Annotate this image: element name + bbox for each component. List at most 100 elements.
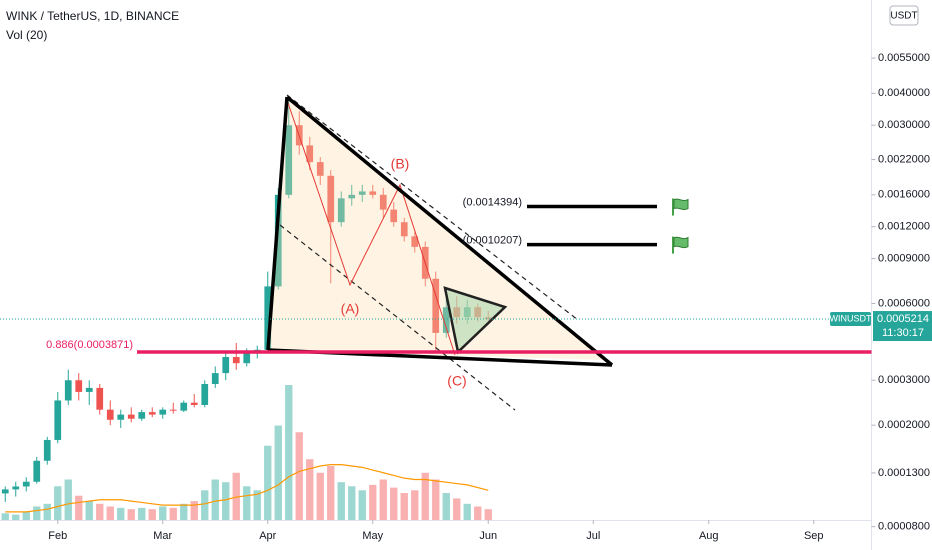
volume-bar — [474, 506, 482, 520]
candle-body — [306, 145, 314, 163]
volume-bar — [22, 511, 30, 520]
target-label: (0.0010207) — [463, 235, 522, 247]
volume-bar — [453, 498, 461, 520]
candle-body — [201, 384, 209, 405]
volume-bar — [43, 503, 51, 520]
x-tick-label: Feb — [48, 530, 67, 542]
volume-bar — [33, 506, 41, 520]
wave-label: (C) — [447, 373, 466, 389]
x-tick-label: Mar — [153, 530, 172, 542]
candle-body — [190, 402, 198, 405]
flag-cloth — [673, 236, 689, 249]
volume-bar — [54, 486, 62, 520]
y-tick-label: 0.0012000 — [878, 221, 930, 233]
volume-bar — [348, 486, 356, 520]
volume-bar — [243, 486, 251, 520]
volume-bar — [169, 507, 177, 520]
countdown-label: 11:30:17 — [882, 327, 924, 339]
y-tick-label: 0.0002000 — [878, 419, 930, 431]
candle-body — [211, 373, 219, 385]
triangle-fill — [268, 97, 605, 360]
y-tick-label: 0.0016000 — [878, 189, 930, 201]
volume-bar — [400, 493, 408, 520]
volume-bar — [285, 385, 293, 520]
x-tick-label: Apr — [259, 530, 276, 542]
candle-body — [264, 286, 272, 350]
candle-body — [85, 387, 93, 392]
volume-bar — [232, 472, 240, 520]
price-label: 0.0005214 — [877, 313, 929, 325]
volume-bar — [106, 506, 114, 520]
y-tick-label: 0.0022000 — [878, 153, 930, 165]
candle-body — [33, 460, 41, 482]
candle-body — [96, 387, 104, 410]
candle-body — [274, 194, 282, 287]
x-tick-label: Jun — [479, 530, 497, 542]
candle-body — [148, 412, 156, 415]
volume-bar — [306, 459, 314, 520]
candle-body — [390, 209, 398, 223]
candle-body — [222, 357, 230, 374]
flag-cloth — [673, 198, 689, 211]
x-tick-label: Aug — [699, 530, 719, 542]
volume-bar — [432, 479, 440, 520]
x-tick-label: May — [362, 530, 383, 542]
candle-body — [232, 357, 240, 364]
target-flag — [672, 236, 689, 254]
volume-bar — [379, 479, 387, 520]
currency-label: USDT — [890, 11, 917, 22]
volume-bar — [148, 509, 156, 520]
fib-label: 0.886(0.0003871) — [46, 339, 133, 351]
volume-bar — [85, 501, 93, 520]
candle-body — [369, 191, 377, 195]
target-flag — [672, 198, 689, 216]
candle-body — [337, 198, 345, 223]
candle-body — [327, 175, 335, 223]
wave-label: (A) — [341, 301, 360, 317]
candle-body — [180, 402, 188, 411]
x-tick-label: Sep — [804, 530, 824, 542]
volume-bar — [327, 466, 335, 520]
candle-body — [379, 194, 387, 210]
volume-bar — [253, 490, 261, 520]
volume-bar — [180, 503, 188, 520]
volume-bar — [337, 482, 345, 520]
volume-bar — [421, 472, 429, 520]
volume-bar — [316, 472, 324, 520]
volume-bar — [484, 509, 492, 520]
candle-body — [411, 236, 419, 247]
candle-body — [22, 481, 30, 487]
volume-bar — [211, 479, 219, 520]
y-tick-label: 0.0009000 — [878, 252, 930, 264]
triangle-side — [285, 95, 614, 367]
candle-body — [442, 307, 450, 333]
volume-bar — [64, 479, 72, 520]
candle-body — [127, 414, 135, 419]
candle-body — [316, 162, 324, 176]
price-box — [873, 311, 932, 342]
volume-bar — [295, 432, 303, 520]
candle-body — [75, 380, 83, 392]
y-tick-label: 0.0000800 — [878, 521, 930, 533]
y-tick-label: 0.0040000 — [878, 87, 930, 99]
volume-bar — [264, 445, 272, 520]
volume-bar — [390, 487, 398, 520]
candle-body — [285, 125, 293, 195]
volume-bar — [274, 425, 282, 520]
candle-body — [64, 380, 72, 401]
wave-label: (B) — [391, 156, 410, 172]
y-tick-label: 0.0003000 — [878, 374, 930, 386]
triangle-side — [266, 96, 289, 351]
candle-body — [432, 278, 440, 333]
candle-body — [106, 409, 114, 420]
candle-body — [43, 439, 51, 461]
candle-body — [12, 486, 20, 490]
volume-bar — [138, 507, 146, 520]
wave-path — [286, 99, 456, 356]
currency-badge[interactable] — [889, 5, 919, 26]
chart-title: WINK / TetherUS, 1D, BINANCE — [6, 9, 179, 23]
volume-bar — [463, 503, 471, 520]
volume-bar — [190, 501, 198, 520]
volume-bar — [159, 506, 167, 520]
